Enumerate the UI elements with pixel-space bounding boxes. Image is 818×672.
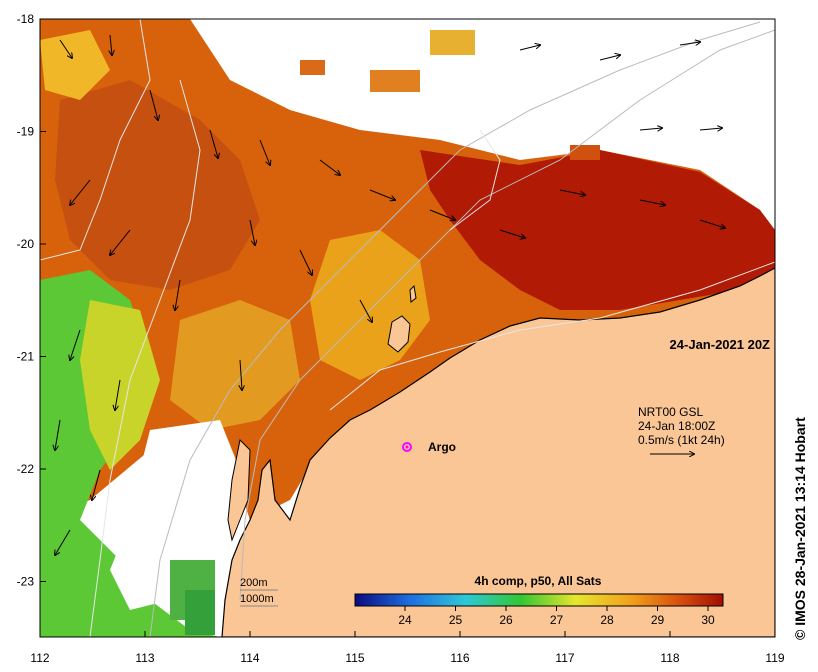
bathy-label-200: 200m (240, 577, 268, 589)
barrow-island (387, 315, 411, 353)
colorbar-tick-label: 28 (600, 613, 614, 627)
colorbar-tick-label: 30 (701, 613, 715, 627)
sst-mid-patch-2 (170, 300, 300, 430)
bathymetry-contours (40, 19, 775, 637)
x-tick-label: 118 (660, 651, 679, 665)
current-info-line3: 0.5m/s (1kt 24h) (638, 433, 725, 447)
x-tick-label: 117 (555, 651, 574, 665)
colorbar-tick-label: 24 (398, 613, 412, 627)
x-axis: 112 113 114 115 116 117 118 119 (30, 631, 785, 665)
sst-mid-patch-3 (40, 30, 110, 100)
colorbar-tick-label: 26 (499, 613, 513, 627)
x-tick-label: 113 (135, 651, 154, 665)
x-tick-label: 115 (345, 651, 364, 665)
bathy-label-1000: 1000m (240, 593, 274, 605)
sst-west-region (55, 80, 260, 290)
x-tick-label: 116 (450, 651, 469, 665)
argo-float-marker (402, 442, 412, 452)
small-island (409, 284, 417, 303)
colorbar-title: 4h comp, p50, All Sats (475, 574, 602, 588)
map-timestamp: 24-Jan-2021 20Z (670, 337, 771, 352)
current-info-line2: 24-Jan 18:00Z (638, 419, 715, 433)
credit-text: © IMOS 28-Jan-2021 13:14 Hobart (792, 417, 808, 640)
x-tick-label: 112 (30, 651, 49, 665)
y-axis: -18 -19 -20 -21 -22 -23 (17, 12, 46, 589)
current-info-line1: NRT00 GSL (638, 405, 703, 419)
land-australia (221, 267, 775, 637)
argo-label: Argo (428, 440, 456, 454)
y-tick-label: -19 (17, 125, 35, 139)
colorbar (354, 593, 724, 607)
y-tick-label: -21 (17, 350, 35, 364)
colorbar-tick-label: 25 (449, 613, 463, 627)
colorbar-tick-label: 27 (550, 613, 564, 627)
y-tick-label: -22 (17, 462, 35, 476)
sst-cool-yellow (80, 300, 160, 470)
land-exmouth (227, 438, 251, 542)
colorbar-ticks: 24 25 26 27 28 29 30 (398, 606, 715, 627)
y-tick-label: -23 (17, 575, 35, 589)
x-tick-label: 114 (240, 651, 259, 665)
colorbar-tick-label: 29 (651, 613, 665, 627)
y-tick-label: -20 (17, 237, 35, 251)
sst-hot-region (420, 150, 775, 310)
current-vectors (55, 34, 725, 555)
y-tick-label: -18 (17, 12, 35, 26)
x-tick-label: 119 (765, 651, 784, 665)
map-frame (39, 18, 776, 638)
cloud-north (200, 19, 775, 150)
